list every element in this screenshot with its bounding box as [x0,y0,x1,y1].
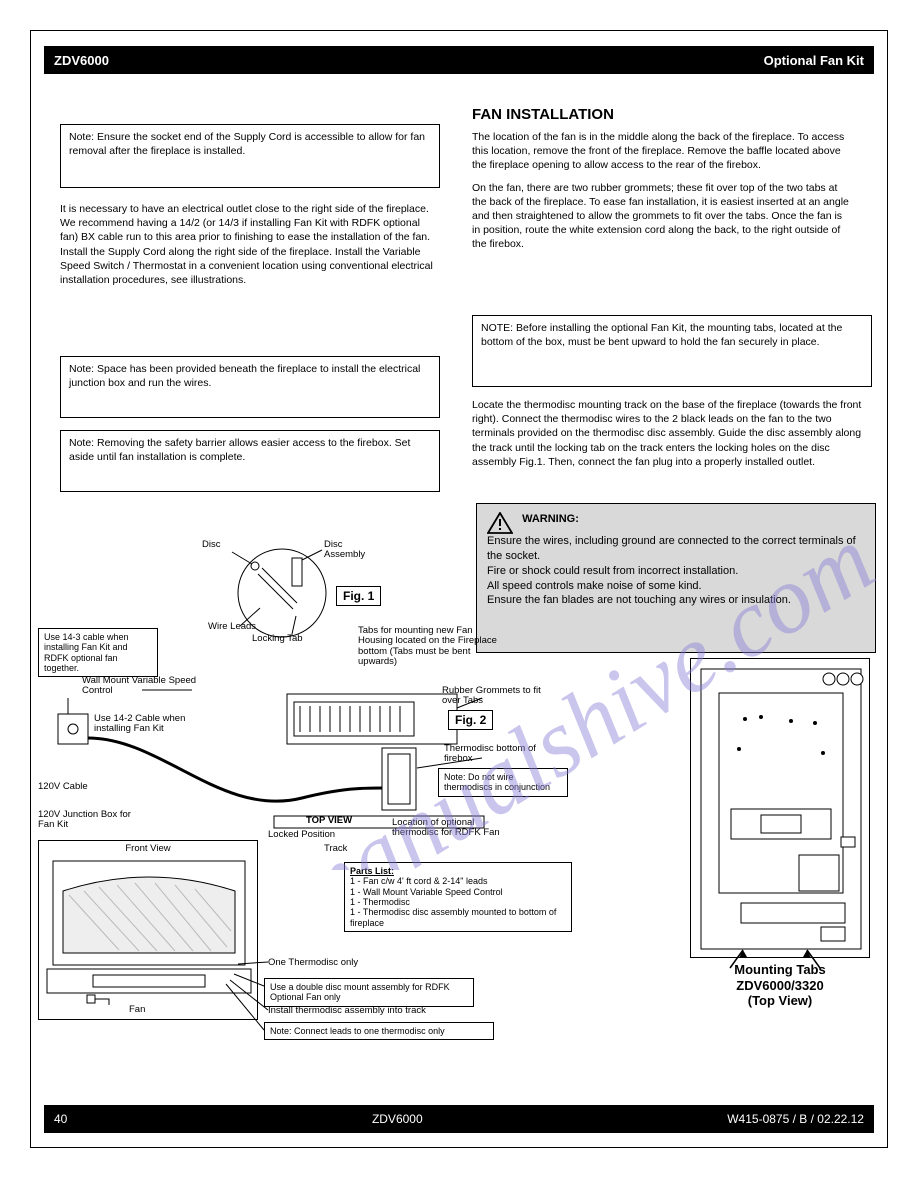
label-thermo-bottom: Thermodisc bottom of firebox [444,744,554,765]
right-p3: Locate the thermodisc mounting track on … [472,398,862,469]
label-disc: Disc [202,540,220,550]
fig2-label: Fig. 2 [448,710,493,730]
footer-bar: 40 ZDV6000 W415-0875 / B / 02.22.12 [44,1105,874,1133]
figure-area: Disc Assembly Disc Wire Leads Locking Ta… [42,538,672,1048]
fan-install-title: FAN INSTALLATION [472,106,852,123]
fig1-label: Fig. 1 [336,586,381,606]
left-body: It is necessary to have an electrical ou… [60,203,433,286]
footer-page: 40 [54,1112,67,1126]
label-use142: Use 14-2 Cable when installing Fan Kit [94,714,214,735]
mounting-caption: Mounting Tabs ZDV6000/3320 (Top View) [680,962,880,1009]
label-tabs-mount: Tabs for mounting new Fan Housing locate… [358,626,506,668]
note-2-text: Note: Space has been provided beneath th… [69,363,420,389]
right-p1: The location of the fan is in the middle… [472,130,852,173]
frontview-leaders [42,840,502,1050]
label-disc-assembly: Disc Assembly [324,540,372,561]
warning-title: WARNING: [522,513,579,525]
mounting-box [690,658,870,958]
note-box-4: NOTE: Before installing the optional Fan… [472,315,872,387]
header-bar: ZDV6000 Optional Fan Kit [44,46,874,74]
right-text-block-2: Locate the thermodisc mounting track on … [472,398,862,469]
label-locked-pos: Locked Position [268,830,335,840]
footer-doc: W415-0875 / B / 02.22.12 [727,1112,864,1126]
left-body-text: It is necessary to have an electrical ou… [60,202,440,287]
note-4-text: NOTE: Before installing the optional Fan… [481,322,842,348]
warning-icon [487,512,513,534]
label-locking-tab: Locking Tab [252,634,303,644]
right-title-block: FAN INSTALLATION [472,106,852,127]
label-junction: 120V Junction Box for Fan Kit [38,810,138,831]
header-right: Optional Fan Kit [764,53,864,68]
label-wire-leads: Wire Leads [208,622,256,632]
note-box-2: Note: Space has been provided beneath th… [60,356,440,418]
header-left: ZDV6000 [54,53,109,68]
note-1-text: Note: Ensure the socket end of the Suppl… [69,131,425,157]
label-top-view: TOP VIEW [306,816,352,826]
right-p2: On the fan, there are two rubber grommet… [472,181,852,252]
note-box-3: Note: Removing the safety barrier allows… [60,430,440,492]
label-optional-loc: Location of optional thermodisc for RDFK… [392,818,522,839]
label-grommets: Rubber Grommets to fit over Tabs [442,686,552,707]
box-donotwire: Note: Do not wire thermodiscs in conjunc… [438,768,568,797]
footer-model: ZDV6000 [372,1112,423,1126]
label-120v-cable: 120V Cable [38,782,118,792]
note-3-text: Note: Removing the safety barrier allows… [69,437,410,463]
note-box-1: Note: Ensure the socket end of the Suppl… [60,124,440,188]
right-text-block: The location of the fan is in the middle… [472,130,852,251]
